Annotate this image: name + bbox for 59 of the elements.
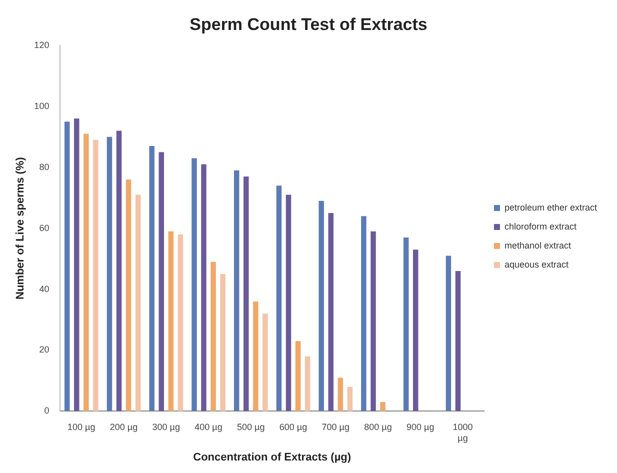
y-tick-label: 40 bbox=[39, 284, 50, 294]
bar bbox=[74, 118, 80, 412]
x-tick-label: 1000 µg bbox=[452, 422, 473, 443]
bar bbox=[178, 234, 184, 412]
bar bbox=[380, 402, 386, 412]
y-tick-label: 80 bbox=[39, 162, 50, 172]
bar bbox=[244, 176, 249, 412]
bar bbox=[135, 194, 141, 412]
bar bbox=[116, 130, 122, 412]
bar bbox=[370, 231, 376, 412]
x-tick-label: 700 µg bbox=[322, 422, 350, 432]
bar bbox=[234, 170, 240, 412]
bar bbox=[126, 180, 132, 412]
chart-title: Sperm Count Test of Extracts bbox=[190, 14, 428, 34]
bar bbox=[403, 237, 409, 412]
legend-label: petroleum ether extract bbox=[504, 202, 598, 212]
y-tick-label: 20 bbox=[39, 344, 50, 355]
bar bbox=[201, 164, 206, 412]
bar bbox=[64, 122, 70, 412]
x-tick-label: 600 µg bbox=[279, 422, 308, 432]
bar bbox=[168, 231, 174, 412]
legend-label: chloroform extract bbox=[504, 221, 577, 232]
legend-label: aqueous extract bbox=[504, 259, 569, 270]
x-axis-title: Concentration of Extracts (µg) bbox=[193, 451, 352, 464]
bar bbox=[413, 250, 418, 412]
x-tick-label: 900 µg bbox=[406, 422, 434, 432]
y-tick-label: 60 bbox=[39, 222, 50, 233]
y-tick-label: 0 bbox=[44, 406, 50, 416]
bar bbox=[295, 341, 301, 412]
bar bbox=[338, 378, 344, 412]
y-tick-label: 100 bbox=[34, 100, 50, 111]
bar bbox=[220, 274, 226, 412]
y-axis-title: Number of Live sperms (%) bbox=[14, 156, 27, 300]
x-tick-label: 100 µg bbox=[68, 422, 96, 432]
bar bbox=[149, 146, 154, 412]
bar bbox=[84, 134, 89, 412]
bar bbox=[446, 256, 452, 412]
x-tick-label: 300 µg bbox=[152, 422, 180, 432]
bar bbox=[192, 158, 197, 412]
bar bbox=[253, 301, 258, 412]
x-tick-label: 200 µg bbox=[110, 422, 138, 432]
bar bbox=[276, 186, 282, 412]
x-tick-label: 500 µg bbox=[237, 422, 265, 432]
x-tick-label: 800 µg bbox=[364, 422, 392, 432]
bar bbox=[347, 386, 353, 412]
bar bbox=[328, 213, 334, 412]
bar bbox=[158, 152, 164, 412]
bar bbox=[210, 262, 216, 412]
bar bbox=[455, 270, 461, 412]
y-tick-label: 120 bbox=[34, 40, 50, 50]
legend-label: methanol extract bbox=[504, 240, 572, 250]
bar bbox=[106, 136, 112, 412]
bar bbox=[286, 194, 292, 412]
bar bbox=[318, 200, 324, 412]
bar bbox=[262, 314, 268, 412]
bar bbox=[93, 140, 98, 412]
x-tick-label: 400 µg bbox=[194, 422, 222, 432]
bar bbox=[304, 356, 310, 412]
bar bbox=[361, 216, 366, 412]
